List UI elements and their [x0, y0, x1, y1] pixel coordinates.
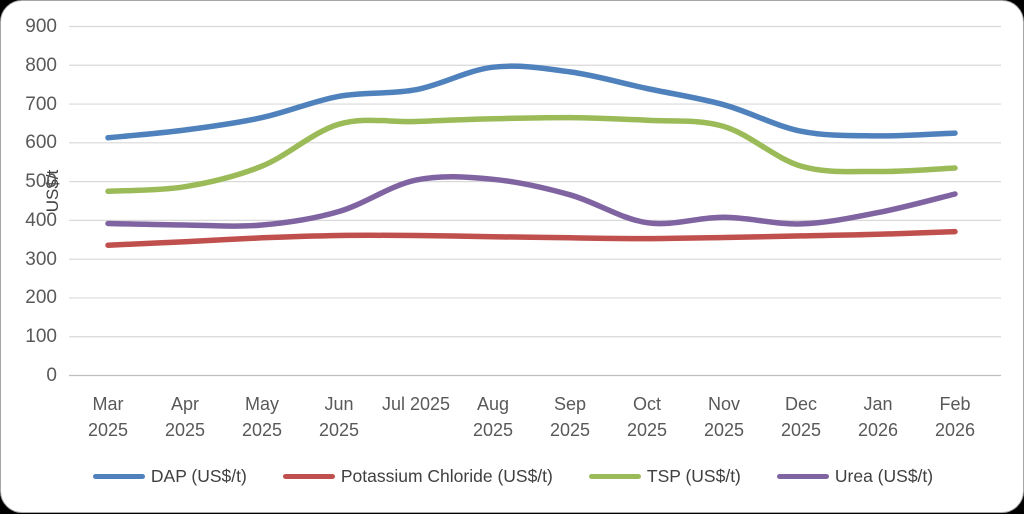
chart-legend: DAP (US$/t) Potassium Chloride (US$/t) TSP… — [1, 459, 1024, 493]
x-tick-label-line: Sep — [553, 394, 587, 414]
x-tick-label-line: Aug — [476, 394, 510, 414]
x-tick-label: Sep 2025 — [522, 391, 618, 443]
y-tick-label: 400 — [25, 209, 57, 231]
legend-item-dap: DAP (US$/t) — [92, 465, 247, 487]
x-tick-label: Aug 2025 — [445, 391, 541, 443]
x-tick-label: Apr 2025 — [137, 391, 233, 443]
legend-label: Potassium Chloride (US$/t) — [340, 465, 553, 486]
x-tick-label: May 2025 — [214, 391, 310, 443]
series-line-tsp — [105, 114, 958, 195]
x-tick-label: Jul 2025 — [368, 391, 464, 417]
y-tick-label: 100 — [25, 326, 57, 348]
x-tick-label-line: Mar — [92, 394, 124, 414]
x-tick-label-line: 2026 — [857, 420, 899, 440]
x-tick-label-line: Jan — [863, 394, 893, 414]
x-tick-label-line: 2025 — [164, 420, 206, 440]
legend-label: Urea (US$/t) — [834, 465, 934, 486]
x-tick-label-line: 2025 — [626, 420, 668, 440]
x-tick-label-line: Jul 2025 — [381, 394, 451, 414]
legend-item-potassium: Potassium Chloride (US$/t) — [282, 465, 553, 487]
legend-line-swatch — [92, 473, 145, 479]
legend-label: TSP (US$/t) — [646, 465, 741, 486]
x-tick-label-line: Jun — [324, 394, 354, 414]
legend-line-swatch — [588, 473, 641, 479]
x-tick-label-line: Feb — [939, 394, 971, 414]
x-tick-label-line: Nov — [707, 394, 740, 414]
y-tick-label: 300 — [25, 248, 57, 270]
legend-item-tsp: TSP (US$/t) — [588, 465, 741, 487]
x-tick-label-line: 2025 — [318, 420, 360, 440]
x-tick-label: Dec 2025 — [753, 391, 849, 443]
x-tick-label: Nov 2025 — [676, 391, 772, 443]
x-tick-label-line: 2026 — [934, 420, 976, 440]
x-tick-label-line: 2025 — [549, 420, 591, 440]
x-tick-label: Oct 2025 — [599, 391, 695, 443]
x-tick-label-line: 2025 — [87, 420, 129, 440]
y-tick-label: 700 — [25, 93, 57, 115]
x-tick-label-line: 2025 — [703, 420, 745, 440]
x-tick-label-line: Oct — [632, 394, 661, 414]
x-tick-label: Jan 2026 — [830, 391, 926, 443]
y-tick-label: 200 — [25, 287, 57, 309]
legend-label: DAP (US$/t) — [150, 465, 247, 486]
legend-line-swatch — [776, 473, 829, 479]
y-tick-label: 900 — [25, 16, 57, 37]
x-tick-label-line: 2025 — [241, 420, 283, 440]
x-tick-label-line: May — [244, 394, 279, 414]
series-line-urea — [105, 173, 958, 229]
series-line-dap — [105, 63, 958, 141]
x-tick-label-line: 2025 — [780, 420, 822, 440]
y-tick-label: 600 — [25, 132, 57, 154]
y-tick-label: 0 — [46, 365, 57, 386]
x-tick-label: Mar 2025 — [60, 391, 156, 443]
series-line-potassium — [105, 228, 958, 248]
y-tick-label: 500 — [25, 171, 57, 193]
x-tick-label: Jun 2025 — [291, 391, 387, 443]
legend-item-urea: Urea (US$/t) — [776, 465, 934, 487]
x-tick-label: Feb 2026 — [907, 391, 1003, 443]
y-tick-label: 800 — [25, 54, 57, 76]
x-tick-label-line: Dec — [784, 394, 817, 414]
x-tick-label-line: 2025 — [472, 420, 514, 440]
x-tick-label-line: Apr — [170, 394, 199, 414]
legend-line-swatch — [282, 473, 335, 479]
